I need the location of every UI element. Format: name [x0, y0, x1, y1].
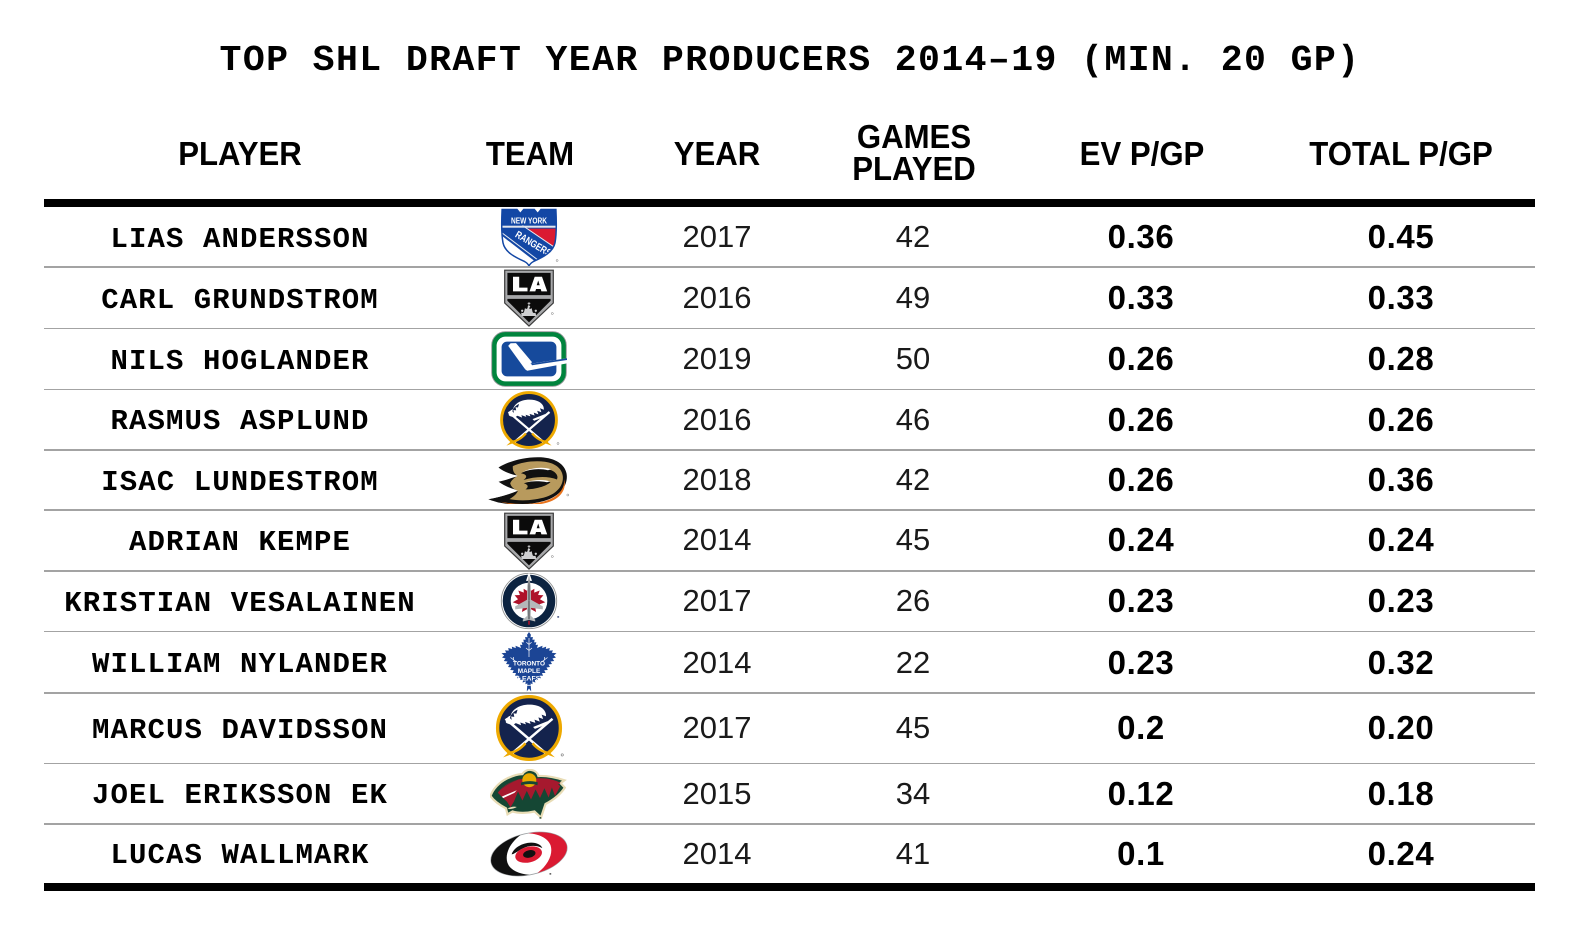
svg-text:NEW YORK: NEW YORK — [511, 216, 548, 226]
svg-text:TORONTO: TORONTO — [513, 661, 545, 668]
svg-text:LEAFS: LEAFS — [518, 676, 541, 683]
svg-text:MAPLE: MAPLE — [518, 668, 541, 675]
